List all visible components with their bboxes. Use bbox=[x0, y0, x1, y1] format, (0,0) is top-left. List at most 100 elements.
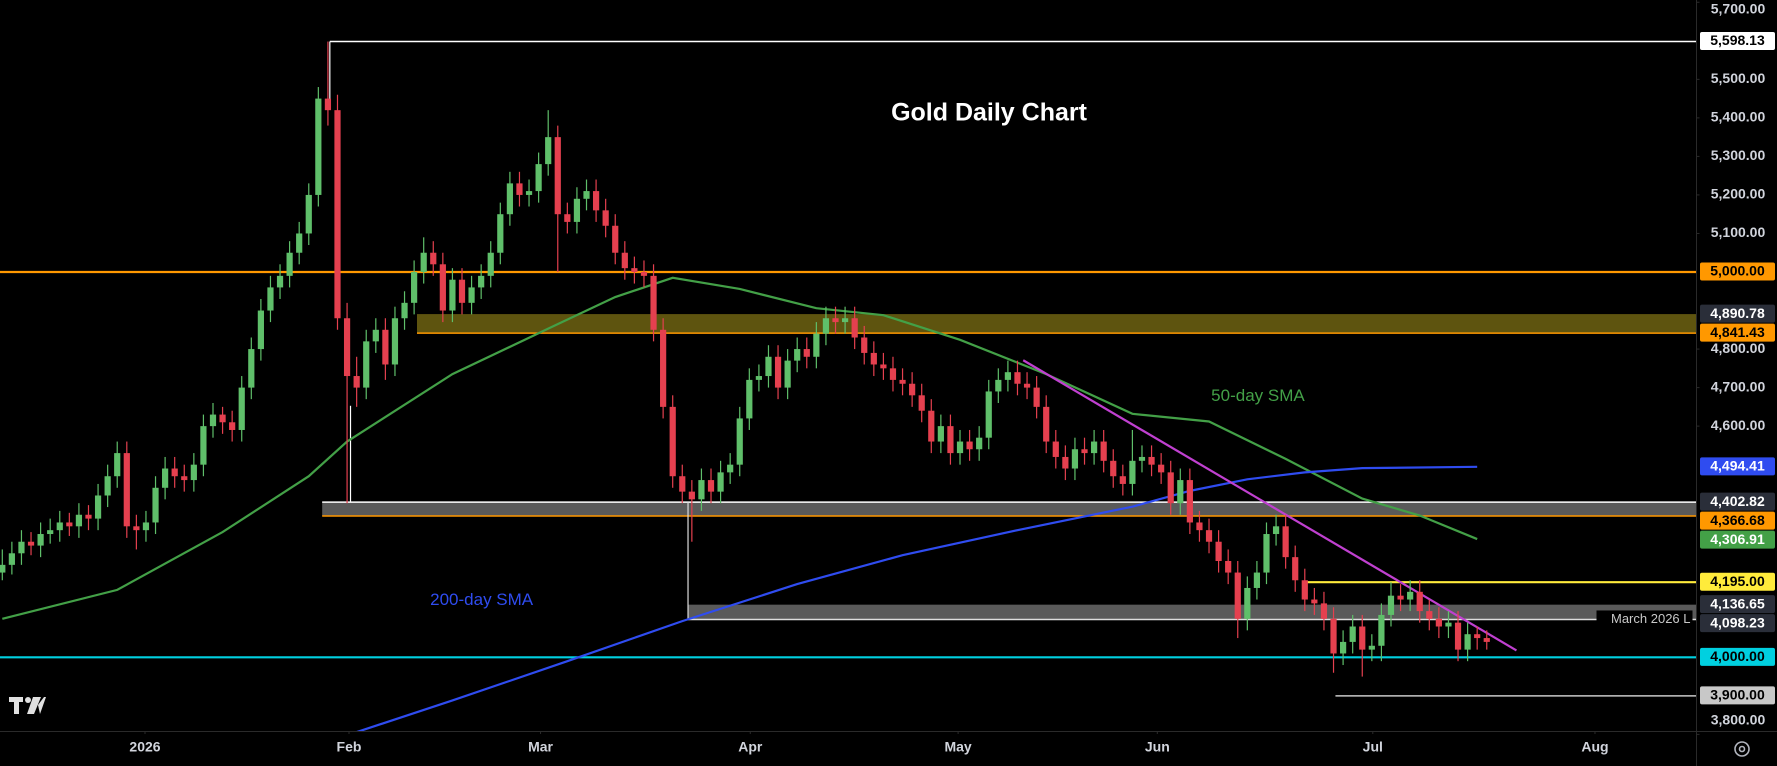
x-tick-label: Aug bbox=[1581, 739, 1608, 755]
candle-body bbox=[688, 491, 695, 500]
candle-body bbox=[439, 264, 446, 311]
candle-body bbox=[1301, 580, 1308, 600]
candle-body bbox=[1196, 522, 1203, 531]
x-tick-label: 2026 bbox=[129, 739, 160, 755]
candle-body bbox=[363, 341, 370, 388]
price-label-box bbox=[1700, 647, 1775, 666]
candle-body bbox=[27, 541, 35, 546]
price-label: 4,890.78 bbox=[1710, 305, 1765, 321]
candle-body bbox=[1263, 534, 1270, 573]
candle-body bbox=[928, 410, 935, 442]
candle-body bbox=[1100, 441, 1107, 461]
price-label-box bbox=[1700, 304, 1775, 323]
candle-body bbox=[1033, 387, 1040, 407]
note-bg bbox=[1596, 610, 1693, 629]
price-label-box bbox=[1700, 32, 1775, 51]
y-tick-label: 5,700.00 bbox=[1711, 1, 1766, 17]
candle-body bbox=[305, 194, 312, 234]
price-label: 3,900.00 bbox=[1710, 687, 1765, 703]
candle-body bbox=[18, 541, 25, 554]
price-label: 4,195.00 bbox=[1710, 573, 1765, 589]
candle-body bbox=[1349, 626, 1356, 642]
candle-body bbox=[1330, 618, 1337, 654]
candle-body bbox=[94, 495, 102, 519]
price-label: 4,306.91 bbox=[1710, 531, 1765, 547]
chart-title: Gold Daily Chart bbox=[891, 99, 1088, 127]
candle-body bbox=[525, 191, 533, 195]
candle-body bbox=[1416, 591, 1423, 612]
candle-body bbox=[545, 137, 552, 165]
candle-body bbox=[1368, 645, 1375, 650]
candle-body bbox=[1244, 587, 1251, 619]
candle-body bbox=[1090, 441, 1098, 454]
price-label: 4,136.65 bbox=[1710, 595, 1765, 611]
candle-body bbox=[1253, 572, 1261, 588]
candle-body bbox=[976, 437, 983, 450]
candle-body bbox=[506, 183, 513, 215]
candle-body bbox=[851, 318, 858, 338]
y-tick-label: 4,700.00 bbox=[1711, 378, 1766, 394]
candle-body bbox=[899, 379, 906, 384]
candle-body bbox=[774, 356, 782, 388]
candle-body bbox=[1129, 460, 1136, 484]
candle-body bbox=[679, 476, 686, 492]
price-label-box bbox=[1700, 686, 1775, 705]
candle-body bbox=[114, 453, 121, 477]
candle-body bbox=[85, 514, 92, 519]
zone-note: March 2026 L bbox=[1611, 611, 1691, 626]
price-label: 4,402.82 bbox=[1710, 493, 1765, 509]
x-tick-label: Jul bbox=[1363, 739, 1383, 755]
candle-body bbox=[286, 252, 293, 276]
candle-body bbox=[727, 464, 734, 473]
plot-area bbox=[0, 40, 1696, 731]
candle-body bbox=[966, 441, 973, 450]
candle-body bbox=[602, 210, 609, 226]
tradingview-logo bbox=[9, 697, 46, 714]
candle-body bbox=[334, 110, 341, 319]
candle-body bbox=[1081, 449, 1088, 454]
candle-body bbox=[1282, 526, 1289, 558]
candle-body bbox=[621, 252, 628, 269]
candle-body bbox=[152, 487, 159, 523]
price-label: 4,098.23 bbox=[1710, 614, 1765, 630]
candle-body bbox=[391, 318, 399, 365]
y-tick-label: 5,500.00 bbox=[1711, 70, 1766, 86]
candle-body bbox=[832, 318, 839, 323]
price-label-box bbox=[1700, 614, 1775, 633]
x-tick-label: Mar bbox=[528, 739, 553, 755]
candle-body bbox=[909, 383, 916, 396]
candle-body bbox=[631, 268, 638, 273]
candle-body bbox=[1138, 456, 1146, 461]
candle-body bbox=[564, 214, 571, 222]
candle-body bbox=[746, 379, 753, 419]
candle-body bbox=[353, 376, 360, 388]
candle-body bbox=[142, 522, 150, 531]
candle-body bbox=[1205, 530, 1213, 542]
candle-body bbox=[1320, 603, 1328, 619]
candle-body bbox=[257, 310, 264, 350]
candle-body bbox=[411, 272, 418, 303]
candle-body bbox=[248, 349, 255, 388]
candle-body bbox=[822, 318, 830, 334]
candle-body bbox=[1043, 406, 1050, 442]
y-tick-label: 5,200.00 bbox=[1711, 186, 1766, 202]
candle-body bbox=[1052, 441, 1059, 457]
candle-body bbox=[190, 464, 197, 481]
candle-body bbox=[1272, 526, 1280, 535]
candle-body bbox=[1158, 464, 1165, 473]
candle-body bbox=[889, 368, 897, 380]
candle-body bbox=[765, 356, 772, 377]
candle-body bbox=[343, 318, 351, 377]
series-annotation: 200-day SMA bbox=[430, 590, 534, 609]
y-tick-label: 4,800.00 bbox=[1711, 340, 1766, 356]
price-label: 5,598.13 bbox=[1710, 32, 1765, 48]
zone bbox=[688, 604, 1696, 620]
zone bbox=[322, 502, 1696, 517]
y-tick-label: 3,800.00 bbox=[1711, 712, 1766, 728]
price-label-box bbox=[1700, 492, 1775, 511]
candle-body bbox=[1071, 449, 1079, 469]
candle-body bbox=[75, 514, 83, 527]
candle-body bbox=[870, 352, 877, 365]
candle-body bbox=[296, 233, 303, 253]
settings-icon[interactable] bbox=[1734, 741, 1750, 757]
